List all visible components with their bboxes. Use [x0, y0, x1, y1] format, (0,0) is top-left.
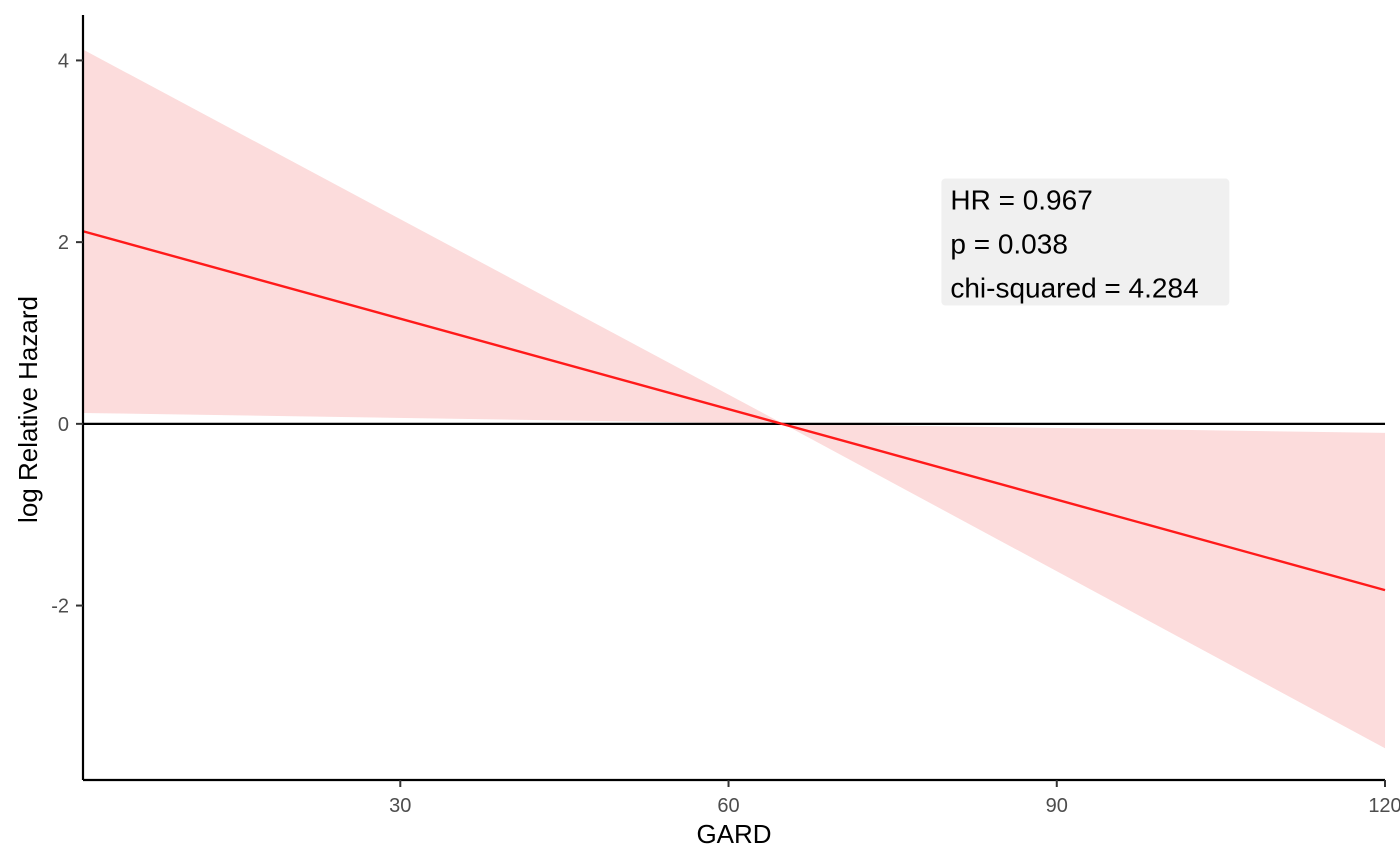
y-tick-label: 4 — [58, 50, 69, 72]
series-line-0 — [82, 230, 1386, 592]
y-tick-label: 0 — [58, 414, 69, 436]
annotation-line: p = 0.038 — [950, 229, 1068, 260]
confidence-band — [83, 49, 1385, 749]
y-tick-label: -2 — [51, 596, 69, 618]
x-tick-label: 60 — [717, 795, 739, 817]
x-tick-label: 30 — [389, 795, 411, 817]
annotation-line: chi-squared = 4.284 — [950, 273, 1198, 304]
y-axis-title: log Relative Hazard — [13, 296, 43, 523]
y-tick-label: 2 — [58, 232, 69, 254]
x-tick-label: 90 — [1046, 795, 1068, 817]
x-tick-label: 120 — [1368, 795, 1400, 817]
annotation-box — [941, 178, 1230, 306]
annotation-line: HR = 0.967 — [950, 185, 1092, 216]
x-axis-title: GARD — [696, 819, 771, 849]
